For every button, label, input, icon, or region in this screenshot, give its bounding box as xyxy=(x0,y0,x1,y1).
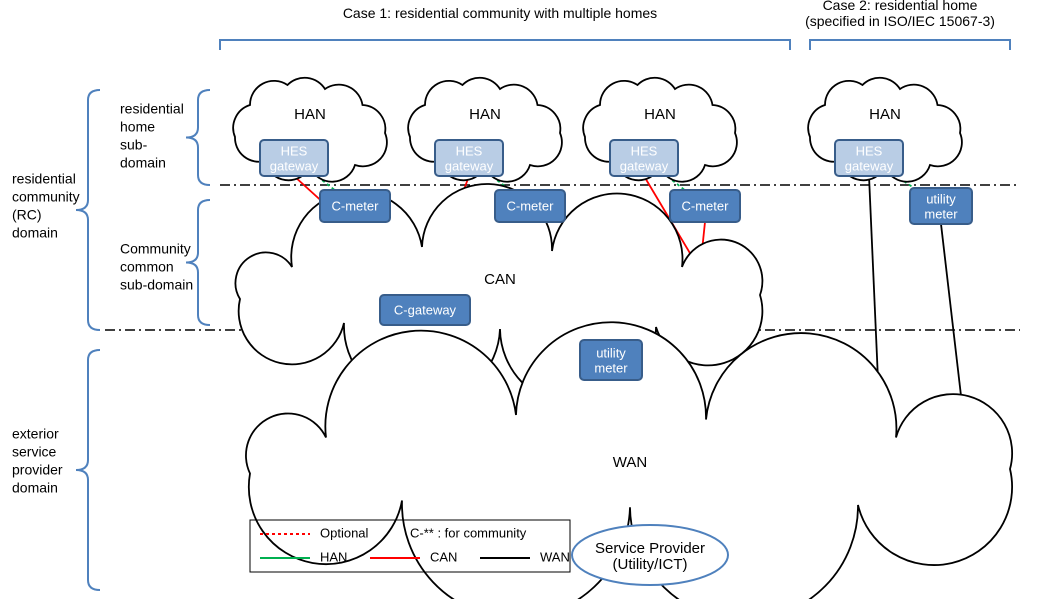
label-ext-l4: domain xyxy=(12,480,58,496)
case2-bracket xyxy=(810,40,1010,50)
brace-rc-domain xyxy=(76,90,100,330)
label-ext-l2: service xyxy=(12,444,57,460)
node-label-hes1-l1: HES xyxy=(281,143,308,158)
legend-label-0-0: Optional xyxy=(320,525,369,540)
node-label-um4-l2: meter xyxy=(924,206,958,221)
cloud-label-han2: HAN xyxy=(469,106,501,123)
node-label-hes1-l2: gateway xyxy=(270,158,319,173)
node-label-cm2: C-meter xyxy=(507,198,555,213)
sp-l1: Service Provider xyxy=(595,540,705,557)
brace-comm-common xyxy=(186,200,210,325)
label-rc-l3: (RC) xyxy=(12,207,42,223)
node-label-hes2-l1: HES xyxy=(456,143,483,158)
label-ext-l3: provider xyxy=(12,462,63,478)
cloud-label-han3: HAN xyxy=(644,106,676,123)
legend-label-0-1: C-** : for community xyxy=(410,525,527,540)
case1-bracket xyxy=(220,40,790,50)
label-reshome-l2: home xyxy=(120,119,155,135)
node-label-hes3-l1: HES xyxy=(631,143,658,158)
sp-l2: (Utility/ICT) xyxy=(613,556,688,573)
label-ext-l1: exterior xyxy=(12,426,59,442)
cloud-label-can: CAN xyxy=(484,271,516,288)
legend-label-1-0: HAN xyxy=(320,549,347,564)
node-label-cm1: C-meter xyxy=(332,198,380,213)
node-label-um_can-l1: utility xyxy=(596,345,626,360)
label-reshome-l4: domain xyxy=(120,155,166,171)
label-comm-l1: Community xyxy=(120,241,191,257)
case2-title-l1: Case 2: residential home xyxy=(823,0,978,13)
diagram-canvas: Case 1: residential community with multi… xyxy=(0,0,1052,599)
label-reshome-l3: sub- xyxy=(120,137,148,153)
cloud-label-han4: HAN xyxy=(869,106,901,123)
case2-title-l2: (specified in ISO/IEC 15067-3) xyxy=(805,13,995,29)
label-comm-l2: common xyxy=(120,259,174,275)
label-reshome-l1: residential xyxy=(120,101,184,117)
node-label-cm3: C-meter xyxy=(682,198,730,213)
node-label-hes3-l2: gateway xyxy=(620,158,669,173)
label-rc-l2: community xyxy=(12,189,80,205)
label-rc-l1: residential xyxy=(12,171,76,187)
legend-label-1-1: CAN xyxy=(430,549,457,564)
cloud-label-wan: WAN xyxy=(613,454,647,471)
label-rc-l4: domain xyxy=(12,225,58,241)
label-comm-l3: sub-domain xyxy=(120,277,193,293)
node-label-hes4-l2: gateway xyxy=(845,158,894,173)
node-label-hes2-l2: gateway xyxy=(445,158,494,173)
legend-label-1-2: WAN xyxy=(540,549,570,564)
brace-res-home xyxy=(186,90,210,185)
node-label-hes4-l1: HES xyxy=(856,143,883,158)
node-label-um_can-l2: meter xyxy=(594,360,628,375)
node-label-um4-l1: utility xyxy=(926,191,956,206)
node-label-cgw: C-gateway xyxy=(394,302,457,317)
case1-title: Case 1: residential community with multi… xyxy=(343,5,657,21)
brace-exterior xyxy=(76,350,100,590)
cloud-label-han1: HAN xyxy=(294,106,326,123)
